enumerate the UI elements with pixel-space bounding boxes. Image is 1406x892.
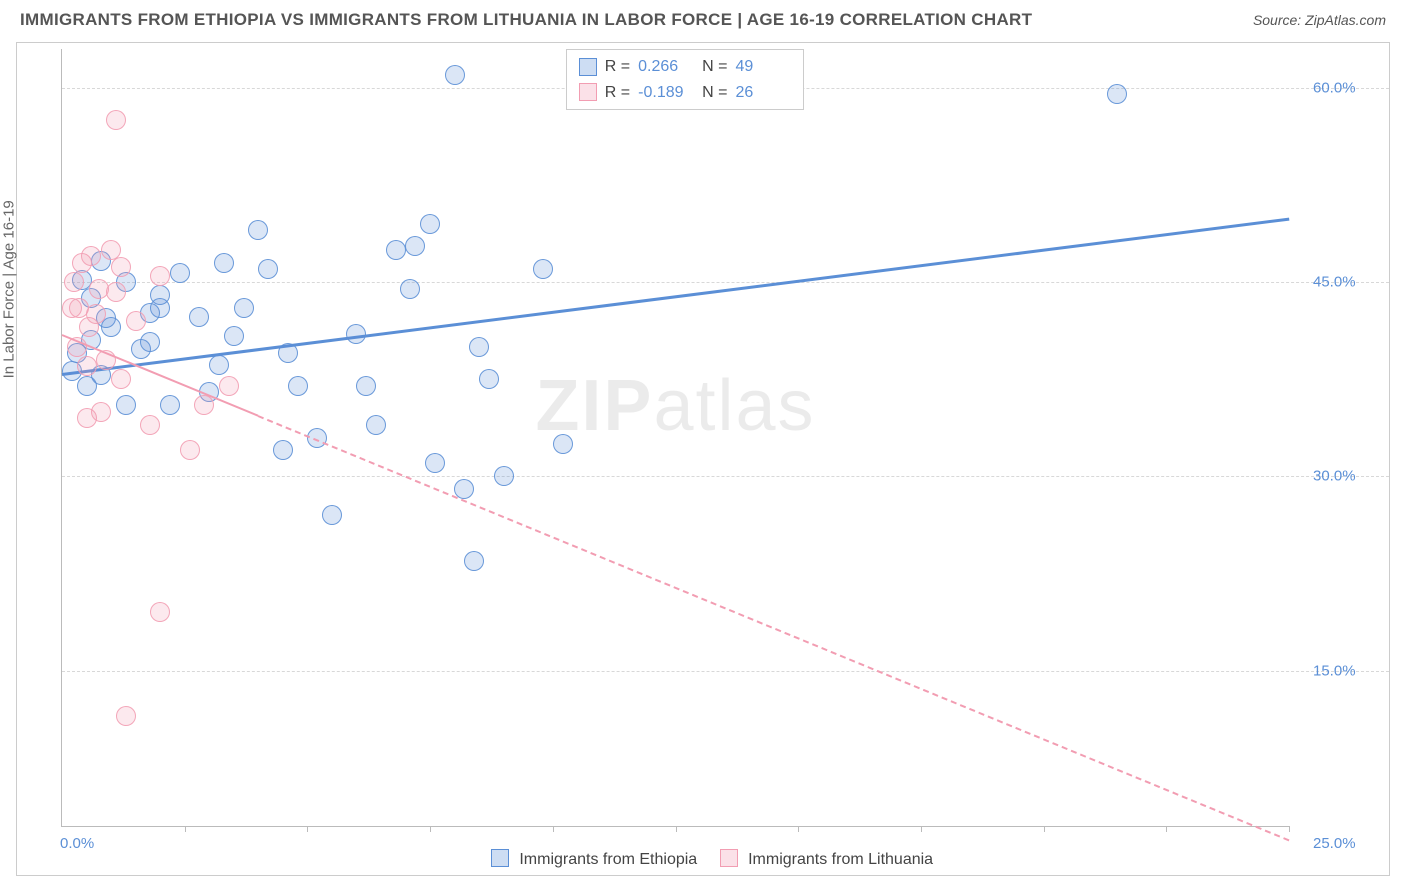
y-axis-label: In Labor Force | Age 16-19 (1, 200, 18, 378)
scatter-point (81, 246, 101, 266)
scatter-point (425, 453, 445, 473)
scatter-point (469, 337, 489, 357)
x-max-label: 25.0% (1313, 835, 1356, 852)
scatter-point (194, 395, 214, 415)
stats-row-ethiopia: R = 0.266 N = 49 (579, 54, 792, 80)
scatter-point (111, 257, 131, 277)
chart-title: IMMIGRANTS FROM ETHIOPIA VS IMMIGRANTS F… (20, 10, 1032, 30)
legend-swatch-ethiopia (491, 849, 509, 867)
scatter-point (150, 266, 170, 286)
scatter-point (553, 434, 573, 454)
r-label: R = (605, 54, 630, 80)
scatter-point (209, 355, 229, 375)
swatch-lithuania (579, 83, 597, 101)
scatter-point (234, 298, 254, 318)
x-tick (1166, 826, 1167, 832)
r-label: R = (605, 80, 630, 106)
bottom-legend: Immigrants from Ethiopia Immigrants from… (17, 849, 1389, 869)
scatter-point (150, 298, 170, 318)
scatter-point (77, 356, 97, 376)
scatter-point (219, 376, 239, 396)
chart-container: In Labor Force | Age 16-19 ZIPatlas 15.0… (16, 42, 1390, 876)
y-tick-label: 60.0% (1313, 79, 1356, 96)
scatter-point (160, 395, 180, 415)
scatter-point (346, 324, 366, 344)
scatter-point (288, 376, 308, 396)
scatter-point (189, 307, 209, 327)
scatter-point (86, 304, 106, 324)
scatter-point (140, 415, 160, 435)
legend-label-lithuania: Immigrants from Lithuania (748, 851, 933, 868)
x-tick (185, 826, 186, 832)
stats-row-lithuania: R = -0.189 N = 26 (579, 80, 792, 106)
x-tick (307, 826, 308, 832)
source-label: Source: ZipAtlas.com (1253, 12, 1386, 28)
watermark-bold: ZIP (535, 366, 653, 446)
scatter-point (533, 259, 553, 279)
scatter-point (356, 376, 376, 396)
scatter-point (140, 332, 160, 352)
x-tick (1044, 826, 1045, 832)
gridline (62, 476, 1389, 477)
scatter-point (405, 236, 425, 256)
trend-line (258, 415, 1289, 841)
scatter-point (126, 311, 146, 331)
scatter-point (170, 263, 190, 283)
r-value-lithuania: -0.189 (638, 80, 694, 106)
x-tick (430, 826, 431, 832)
scatter-point (224, 326, 244, 346)
scatter-point (106, 282, 126, 302)
scatter-point (67, 337, 87, 357)
scatter-point (150, 602, 170, 622)
watermark-light: atlas (653, 366, 815, 446)
watermark: ZIPatlas (535, 365, 815, 447)
correlation-stats-box: R = 0.266 N = 49 R = -0.189 N = 26 (566, 49, 805, 110)
scatter-point (278, 343, 298, 363)
r-value-ethiopia: 0.266 (638, 54, 694, 80)
scatter-point (445, 65, 465, 85)
scatter-point (366, 415, 386, 435)
trend-line (62, 217, 1289, 375)
n-label: N = (702, 80, 727, 106)
scatter-point (180, 440, 200, 460)
scatter-point (479, 369, 499, 389)
scatter-point (1107, 84, 1127, 104)
y-tick-label: 30.0% (1313, 468, 1356, 485)
scatter-point (258, 259, 278, 279)
legend-label-ethiopia: Immigrants from Ethiopia (519, 851, 697, 868)
n-label: N = (702, 54, 727, 80)
x-origin-label: 0.0% (60, 835, 94, 852)
scatter-point (322, 505, 342, 525)
scatter-point (386, 240, 406, 260)
scatter-point (214, 253, 234, 273)
scatter-point (96, 350, 116, 370)
n-value-ethiopia: 49 (735, 54, 791, 80)
x-tick (798, 826, 799, 832)
x-tick (676, 826, 677, 832)
scatter-point (116, 706, 136, 726)
scatter-point (116, 395, 136, 415)
x-tick (553, 826, 554, 832)
y-tick-label: 45.0% (1313, 274, 1356, 291)
gridline (62, 671, 1389, 672)
scatter-point (106, 110, 126, 130)
scatter-point (91, 402, 111, 422)
plot-area: ZIPatlas 15.0%30.0%45.0%60.0% (61, 49, 1289, 827)
gridline (62, 282, 1389, 283)
scatter-point (111, 369, 131, 389)
scatter-point (64, 272, 84, 292)
x-tick (921, 826, 922, 832)
legend-swatch-lithuania (720, 849, 738, 867)
swatch-ethiopia (579, 58, 597, 76)
scatter-point (494, 466, 514, 486)
n-value-lithuania: 26 (735, 80, 791, 106)
scatter-point (248, 220, 268, 240)
scatter-point (420, 214, 440, 234)
x-tick (1289, 826, 1290, 832)
scatter-point (400, 279, 420, 299)
scatter-point (464, 551, 484, 571)
y-tick-label: 15.0% (1313, 662, 1356, 679)
scatter-point (273, 440, 293, 460)
